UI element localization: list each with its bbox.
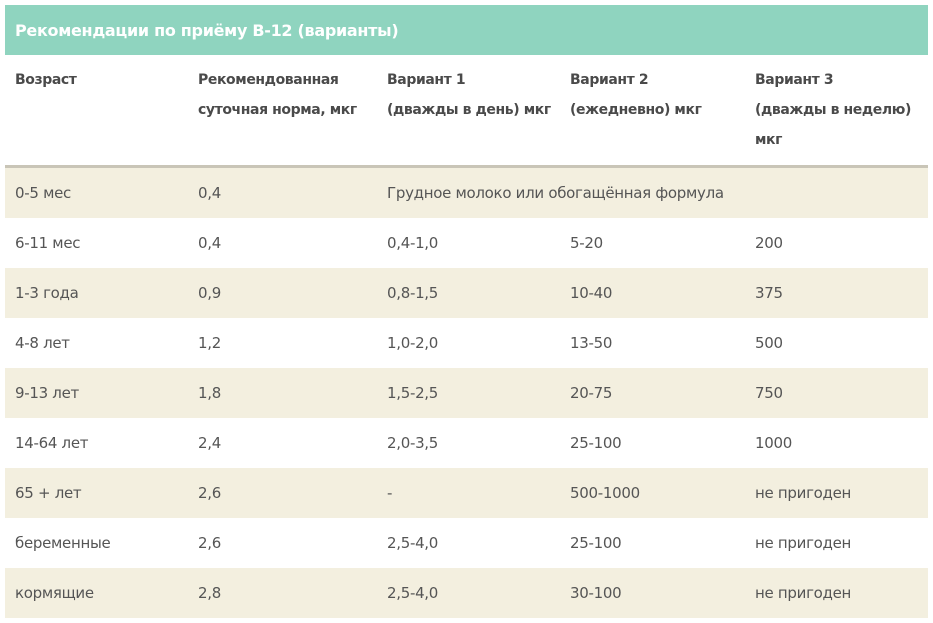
table-cell: 1,0-2,0 (387, 334, 439, 352)
table-cell: 25-100 (570, 434, 622, 452)
data-table: Возраст Рекомендованная суточная норма, мк… (5, 55, 928, 618)
table-cell: 0,9 (188, 268, 377, 318)
header-line: (ежедневно) мкг (570, 102, 702, 118)
table-cell: 2,6 (188, 468, 377, 518)
table-cell: не пригоден (755, 534, 852, 552)
table-cell: 0,4 (188, 166, 377, 218)
table-cell: 2,6 (198, 534, 221, 552)
table-cell: 9-13 лет (5, 368, 188, 418)
table-cell: 0,4-1,0 (387, 234, 439, 252)
table-cell: 200 (755, 234, 783, 252)
header-line: Вариант 2 (570, 72, 649, 88)
table-cell: 2,5-4,0 (387, 534, 439, 552)
table-cell: 20-75 (560, 368, 745, 418)
table-cell: 4-8 лет (15, 334, 70, 352)
header-line: Вариант 1 (387, 72, 466, 88)
table-cell: 2,5-4,0 (377, 568, 560, 618)
table-row: 6-11 мес 0,4 0,4-1,0 5-20 200 (5, 218, 928, 268)
table-row: 4-8 лет 1,2 1,0-2,0 13-50 500 (5, 318, 928, 368)
header-cell: Возраст (5, 55, 188, 168)
header-line: Возраст (15, 72, 77, 88)
table-cell: 30-100 (560, 568, 745, 618)
header-line: суточная норма, мкг (198, 102, 357, 118)
table-cell: 0,8-1,5 (377, 268, 560, 318)
table-cell: 1,5-2,5 (377, 368, 560, 418)
header-line: (дважды в день) мкг (387, 102, 551, 118)
table-cell: 375 (745, 268, 928, 318)
table-cell: 25-100 (570, 534, 622, 552)
table-row: 0-5 мес 0,4 Грудное молоко или обогащённая… (5, 166, 928, 218)
table-cell: не пригоден (745, 568, 928, 618)
table-cell: не пригоден (745, 468, 928, 518)
header-cell: Вариант 1 (дважды в день) мкг (377, 55, 560, 168)
table-cell: кормящие (5, 568, 188, 618)
header-cell: Вариант 3 (дважды в неделю) мкг (745, 55, 928, 168)
header-cell: Вариант 2 (ежедневно) мкг (560, 55, 745, 168)
table-cell: 0-5 мес (5, 166, 188, 218)
table-cell: 10-40 (560, 268, 745, 318)
table-cell: 0,4 (198, 234, 221, 252)
table-title: Рекомендации по приёму B-12 (варианты) (5, 5, 928, 55)
table-cell: 2,0-3,5 (387, 434, 439, 452)
table-cell: 1000 (755, 434, 792, 452)
header-line: Вариант 3 (755, 72, 834, 88)
header-line: (дважды в неделю) (755, 102, 911, 118)
header-line: Рекомендованная (198, 72, 339, 88)
table-cell: - (377, 468, 560, 518)
header-line: мкг (755, 132, 783, 148)
table-row: 65 + лет 2,6-500-1000 не пригоден (5, 468, 928, 518)
table-cell: беременные (15, 534, 111, 552)
table-row: 1-3 года 0,9 0,8-1,5 10-40 375 (5, 268, 928, 318)
table-cell: 750 (745, 368, 928, 418)
table-cell: 1-3 года (5, 268, 188, 318)
table-cell: 6-11 мес (15, 234, 81, 252)
header-row: Возраст Рекомендованная суточная норма, мк… (5, 55, 928, 168)
table-cell: 2,4 (198, 434, 221, 452)
table-cell: 1,2 (198, 334, 221, 352)
table-cell: 2,8 (188, 568, 377, 618)
table-cell: 13-50 (570, 334, 613, 352)
table-cell: 500-1000 (560, 468, 745, 518)
table-row: 14-64 лет 2,4 2,0-3,5 25-100 1000 (5, 418, 928, 468)
page: Рекомендации по приёму B-12 (варианты) В… (5, 5, 928, 618)
table-cell: 5-20 (570, 234, 603, 252)
table-row: 9-13 лет 1,8 1,5-2,5 20-75 750 (5, 368, 928, 418)
table-row: беременные 2,6 2,5-4,0 25-100 не пригоден (5, 518, 928, 568)
table-row: кормящие 2,8 2,5-4,0 30-100 не пригоден (5, 568, 928, 618)
table-cell: 14-64 лет (15, 434, 89, 452)
table-cell: 65 + лет (5, 468, 188, 518)
table-cell: 1,8 (188, 368, 377, 418)
table-cell: Грудное молоко или обогащённая формула (377, 166, 928, 218)
table-cell: 500 (755, 334, 783, 352)
header-cell: Рекомендованная суточная норма, мкг (188, 55, 377, 168)
